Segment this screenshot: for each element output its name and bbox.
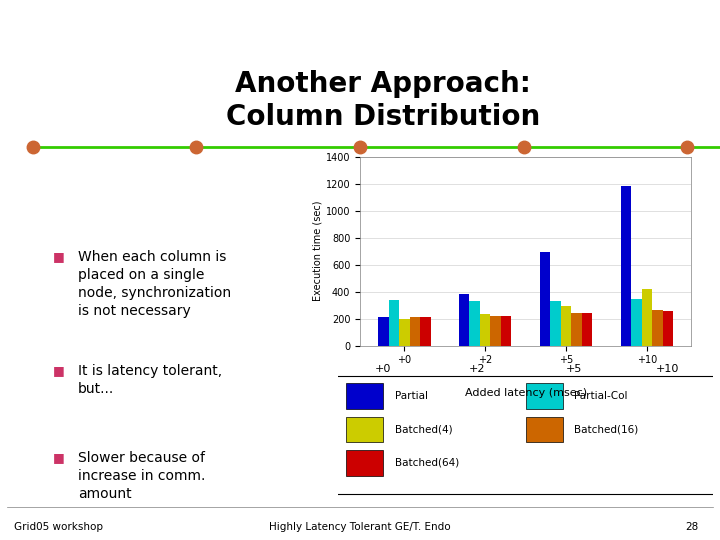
Bar	[550, 301, 561, 346]
Bar	[652, 310, 662, 346]
Bar	[571, 313, 582, 346]
Text: ■: ■	[53, 451, 65, 464]
Bar	[662, 310, 673, 346]
Text: 28: 28	[685, 522, 698, 532]
Bar	[561, 306, 571, 346]
Bar	[631, 299, 642, 346]
Bar	[582, 313, 593, 346]
Bar	[621, 186, 631, 346]
Text: +0: +0	[375, 364, 392, 374]
Text: Added latency (msec): Added latency (msec)	[464, 388, 587, 398]
Text: Partial-Col: Partial-Col	[575, 392, 628, 401]
Bar	[642, 289, 652, 346]
Bar	[459, 294, 469, 346]
Text: Another Approach:
Column Distribution: Another Approach: Column Distribution	[226, 70, 541, 131]
Text: It is latency tolerant,
but...: It is latency tolerant, but...	[78, 364, 222, 396]
Bar	[480, 314, 490, 346]
Y-axis label: Execution time (sec): Execution time (sec)	[313, 201, 323, 301]
Bar	[526, 383, 563, 409]
Text: ■: ■	[53, 251, 65, 264]
Bar	[501, 316, 511, 346]
Text: ■: ■	[53, 364, 65, 377]
Bar	[469, 301, 480, 346]
Text: +5: +5	[566, 364, 582, 374]
Bar	[526, 417, 563, 442]
Text: Highly Latency Tolerant GE/T. Endo: Highly Latency Tolerant GE/T. Endo	[269, 522, 451, 532]
Bar	[389, 300, 399, 346]
Text: +2: +2	[469, 364, 485, 374]
Text: Batched(64): Batched(64)	[395, 458, 459, 468]
Bar	[346, 450, 383, 476]
Bar	[540, 252, 550, 346]
Text: Slower because of
increase in comm.
amount: Slower because of increase in comm. amou…	[78, 451, 205, 501]
Text: Grid05 workshop: Grid05 workshop	[14, 522, 104, 532]
Bar	[410, 316, 420, 346]
Text: Batched(16): Batched(16)	[575, 424, 639, 435]
Bar	[420, 316, 431, 346]
Text: When each column is
placed on a single
node, synchronization
is not necessary: When each column is placed on a single n…	[78, 251, 231, 318]
Text: +10: +10	[656, 364, 680, 374]
Bar	[490, 316, 501, 346]
Text: Partial: Partial	[395, 392, 428, 401]
Bar	[346, 383, 383, 409]
Text: Batched(4): Batched(4)	[395, 424, 452, 435]
Bar	[346, 417, 383, 442]
Bar	[378, 317, 389, 346]
Bar	[399, 319, 410, 346]
